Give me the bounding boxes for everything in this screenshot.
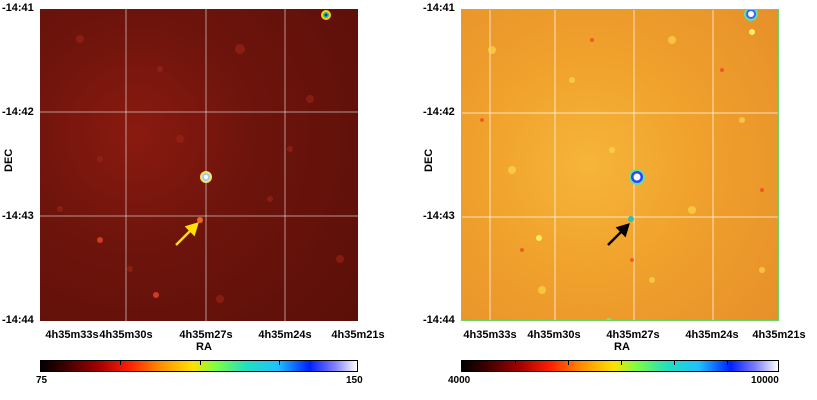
right-pointer-arrow <box>607 223 630 246</box>
right-ylabel: DEC <box>423 148 435 172</box>
left-colorbar <box>40 360 358 372</box>
right-xtick-1: 4h35m33s <box>463 329 517 341</box>
right-cbar-tick <box>568 360 569 365</box>
right-image-panel: -14:41 -14:42 -14:43 -14:44 DEC 4h35m33s… <box>409 0 817 400</box>
right-cbar-min: 4000 <box>448 375 471 386</box>
right-cbar-tick <box>621 360 622 365</box>
right-xtick-4: 4h35m24s <box>685 329 739 341</box>
right-ytick-3: -14:43 <box>423 210 455 222</box>
left-ytick-2: -14:42 <box>2 106 34 118</box>
left-xtick-5: 4h35m21s <box>331 329 385 341</box>
right-cbar-tick <box>727 360 728 365</box>
right-xlabel: RA <box>614 341 630 353</box>
left-xtick-1: 4h35m33s <box>45 329 99 341</box>
left-image-overlay <box>40 9 358 321</box>
left-cbar-tick <box>200 360 201 365</box>
left-ytick-4: -14:44 <box>2 314 34 326</box>
right-ytick-1: -14:41 <box>423 2 455 14</box>
right-ytick-2: -14:42 <box>423 106 455 118</box>
right-sky-image <box>461 9 779 321</box>
left-cbar-tick <box>279 360 280 365</box>
right-xtick-5: 4h35m21s <box>752 329 806 341</box>
left-sky-image <box>40 9 358 321</box>
left-image-panel: -14:41 -14:42 -14:43 -14:44 DEC 4h35m33s… <box>0 0 408 400</box>
left-ylabel: DEC <box>3 148 15 172</box>
left-xtick-3: 4h35m27s <box>179 329 233 341</box>
left-cbar-min: 75 <box>36 375 48 386</box>
right-image-overlay <box>462 10 778 320</box>
left-pointer-arrow <box>175 222 199 246</box>
left-ytick-3: -14:43 <box>2 210 34 222</box>
left-cbar-tick <box>120 360 121 365</box>
left-ytick-1: -14:41 <box>2 2 34 14</box>
right-cbar-tick <box>515 360 516 365</box>
left-xtick-2: 4h35m30s <box>99 329 153 341</box>
left-xtick-4: 4h35m24s <box>258 329 312 341</box>
right-xtick-2: 4h35m30s <box>527 329 581 341</box>
right-cbar-tick <box>674 360 675 365</box>
right-xtick-3: 4h35m27s <box>606 329 660 341</box>
left-xlabel: RA <box>196 341 212 353</box>
right-ytick-4: -14:44 <box>423 314 455 326</box>
left-cbar-max: 150 <box>346 375 363 386</box>
right-colorbar <box>461 360 779 372</box>
right-cbar-max: 10000 <box>751 375 779 386</box>
